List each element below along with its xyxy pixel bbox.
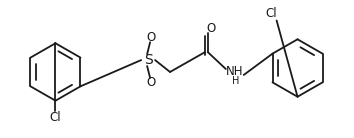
Text: S: S bbox=[144, 53, 153, 67]
Text: O: O bbox=[147, 31, 156, 44]
Text: O: O bbox=[206, 22, 216, 35]
Text: Cl: Cl bbox=[266, 7, 278, 20]
Text: Cl: Cl bbox=[50, 111, 61, 124]
Text: H: H bbox=[232, 76, 239, 86]
Text: NH: NH bbox=[226, 65, 244, 79]
Text: O: O bbox=[147, 76, 156, 89]
